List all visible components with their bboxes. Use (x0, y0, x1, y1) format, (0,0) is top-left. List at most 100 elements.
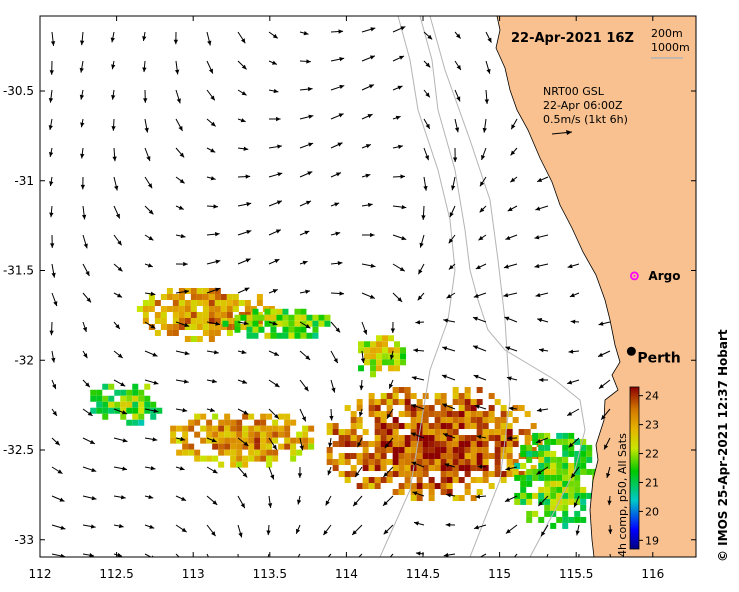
current-arrow-icon (113, 523, 124, 529)
current-arrow-icon (299, 200, 312, 207)
current-arrow-icon (538, 377, 549, 383)
current-arrow-icon (537, 495, 549, 507)
current-arrow-icon (237, 495, 246, 509)
isobath-1000m-b (429, 16, 511, 557)
current-arrow-icon (268, 379, 280, 388)
current-arrow-icon (325, 495, 332, 506)
current-arrow-icon (51, 495, 65, 502)
current-arrow-icon (299, 31, 309, 36)
current-arrow-icon (79, 31, 85, 46)
lon-tick-label: 115 (488, 567, 511, 581)
current-arrow-icon (299, 86, 313, 92)
current-arrow-icon (82, 263, 90, 277)
current-arrow-icon (510, 118, 518, 130)
colorbar-label: 4h comp, p50, All Sats (616, 433, 629, 557)
current-arrow-icon (352, 495, 363, 507)
current-arrow-icon (329, 408, 334, 421)
current-arrow-icon (144, 379, 159, 385)
current-arrow-icon (206, 118, 216, 127)
current-arrow-icon (534, 234, 549, 240)
current-arrow-icon (474, 404, 487, 410)
current-arrow-icon (50, 234, 55, 248)
current-arrow-icon (392, 174, 406, 179)
lon-tick-label: 116 (641, 567, 664, 581)
current-arrow-icon (113, 408, 128, 415)
lon-tick-label: 113.5 (253, 567, 287, 581)
current-time: 22-Apr 06:00Z (543, 99, 623, 112)
current-arrow-icon (237, 553, 239, 557)
current-arrow-icon (295, 524, 301, 534)
current-arrow-icon (536, 466, 549, 475)
current-arrow-icon (237, 258, 251, 265)
current-arrow-icon (568, 437, 580, 448)
current-arrow-icon (448, 234, 456, 244)
sst-patch (514, 432, 599, 529)
current-arrow-icon (485, 31, 492, 43)
sst-patch (170, 413, 315, 468)
current-arrow-icon (361, 232, 375, 238)
current-arrow-icon (410, 432, 425, 439)
isobath-1000m (379, 16, 456, 557)
current-arrow-icon (206, 31, 212, 46)
current-arrow-icon (82, 495, 97, 501)
current-arrow-icon (206, 553, 209, 557)
isobaths (379, 16, 586, 557)
current-arrow-icon (383, 466, 394, 478)
current-arrow-icon (142, 60, 147, 73)
current-arrow-icon (578, 553, 580, 557)
isobath-label-200m: 200m (651, 27, 683, 40)
current-arrow-icon (536, 407, 549, 413)
isobath-label-1000m: 1000m (651, 41, 690, 54)
current-arrow-icon (546, 553, 549, 557)
current-arrow-icon (299, 350, 311, 361)
current-arrow-icon (143, 89, 148, 103)
current-arrow-icon (442, 346, 456, 352)
current-arrow-icon (423, 60, 431, 68)
current-arrow-icon (175, 261, 188, 267)
current-arrow-icon (504, 316, 518, 323)
current-arrow-icon (568, 349, 580, 354)
current-arrow-icon (142, 31, 147, 41)
current-arrow-icon (413, 348, 425, 353)
current-arrow-icon (175, 118, 183, 132)
current-arrow-icon (388, 379, 394, 389)
current-arrow-icon (448, 263, 456, 270)
current-arrow-icon (82, 350, 88, 359)
map-title: 22-Apr-2021 16Z (511, 31, 634, 46)
current-arrow-icon (361, 84, 375, 91)
current-arrow-icon (268, 116, 281, 122)
current-arrow-icon (80, 147, 85, 159)
current-arrow-icon (175, 176, 185, 184)
current-arrow-icon (237, 174, 251, 179)
current-arrow-icon (330, 291, 345, 296)
current-arrow-icon (144, 118, 149, 133)
current-arrow-icon (206, 466, 218, 474)
current-arrow-icon (503, 263, 518, 269)
current-arrow-icon (237, 60, 247, 70)
current-arrow-icon (392, 144, 403, 149)
current-arrow-icon (361, 113, 373, 120)
lat-tick-label: -31.5 (3, 264, 34, 278)
current-arrow-icon (113, 552, 123, 557)
lon-tick-label: 114 (335, 567, 358, 581)
current-arrow-icon (513, 553, 518, 557)
current-arrow-icon (51, 553, 66, 557)
current-arrow-icon (389, 553, 394, 557)
current-arrow-icon (206, 89, 216, 101)
colorbar-tick-label: 19 (645, 534, 659, 547)
current-arrow-icon (237, 321, 249, 326)
current-arrow-icon (443, 318, 456, 323)
current-arrow-icon (361, 144, 372, 149)
current-arrow-icon (113, 263, 123, 272)
current-arrow-icon (144, 524, 155, 529)
current-arrow-icon (268, 88, 279, 94)
current-arrow-icon (454, 60, 462, 71)
current-arrow-icon (419, 234, 425, 248)
current-source: NRT00 GSL (543, 85, 605, 98)
current-arrow-icon (421, 205, 426, 220)
current-arrow-icon (297, 553, 301, 557)
current-arrow-icon (392, 85, 403, 91)
current-arrow-icon (603, 437, 611, 450)
current-arrow-icon (472, 316, 487, 323)
lon-tick-label: 113 (182, 567, 205, 581)
